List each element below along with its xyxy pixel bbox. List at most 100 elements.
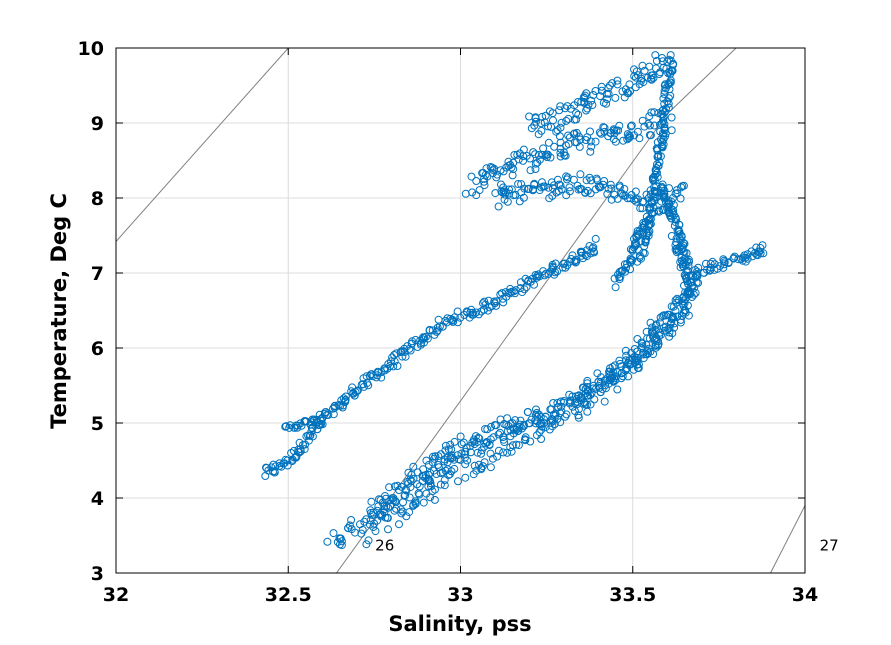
data-point [475,460,483,469]
x-tick-label: 34 [792,584,818,606]
data-point [665,78,674,87]
data-point [427,482,435,491]
data-point [336,401,345,410]
data-point [527,124,536,133]
data-point [633,127,642,136]
data-point [646,318,655,327]
data-point [630,196,639,205]
data-point [505,185,513,194]
data-point [633,229,642,238]
data-point [547,122,555,131]
data-point [664,94,673,103]
contour-label-26: 26 [375,537,394,555]
data-point [409,474,418,483]
data-point [470,440,479,449]
data-point [446,440,455,449]
data-point [380,502,389,511]
data-point [378,498,387,507]
data-point [626,122,635,131]
data-point [605,81,614,90]
data-point [596,388,605,396]
data-point [517,188,526,197]
data-point [672,186,681,195]
data-point [389,496,398,504]
data-point [685,288,694,297]
data-point [565,187,574,196]
y-tick-labels: 3 4 5 6 7 8 9 10 [78,38,104,585]
data-point [628,256,637,265]
data-point [513,150,522,159]
data-point [269,460,278,469]
data-point [390,357,399,366]
data-point [572,115,581,124]
data-point [586,400,595,409]
data-point [650,108,659,117]
data-point [561,263,570,272]
data-point [499,433,508,442]
data-point [689,290,698,299]
data-point [591,234,600,243]
data-point [645,112,654,121]
data-point [418,477,427,485]
data-point [656,313,665,322]
data-point [672,298,681,307]
data-point [262,463,270,472]
data-point [555,106,564,115]
data-point [405,508,414,517]
data-point [493,170,502,179]
data-point [518,424,526,433]
data-point [514,180,523,188]
data-point [480,305,488,314]
data-point [658,110,667,119]
data-point [499,448,508,457]
data-point [461,473,470,482]
data-point [395,520,403,529]
y-tick-label: 8 [91,188,104,210]
data-point [651,325,660,334]
data-point [316,415,325,424]
data-point [467,172,476,181]
data-point [526,154,534,163]
data-point [424,460,433,469]
data-point [661,132,669,141]
data-point [440,481,449,490]
data-point [461,460,470,469]
data-point [571,138,579,147]
data-point [559,148,568,157]
data-point [481,439,490,448]
data-point [622,356,631,365]
y-tick-label: 9 [91,113,104,135]
data-point [571,399,579,408]
data-point [582,176,591,185]
data-point [666,91,675,100]
data-point [470,461,479,470]
data-point [486,435,495,444]
data-point [351,388,360,397]
data-point [474,433,483,442]
data-point [468,188,477,197]
data-point [369,523,378,532]
data-point [537,119,545,128]
data-point [609,125,618,134]
data-point [586,147,595,156]
data-point [420,333,429,342]
data-point [475,186,484,195]
data-point [639,348,648,357]
data-point [561,104,570,113]
data-point [586,127,594,136]
data-point [336,534,345,543]
data-point [627,121,636,130]
data-point [626,254,635,263]
data-point [684,261,693,270]
data-point [557,185,566,194]
data-point [605,370,614,379]
data-point [362,515,371,524]
data-point [565,399,574,408]
data-point [660,194,669,203]
data-point [425,325,434,334]
data-point [447,467,456,476]
data-point [630,355,639,364]
data-point [483,425,492,434]
y-tick-label: 4 [91,488,104,510]
data-point [551,259,560,268]
